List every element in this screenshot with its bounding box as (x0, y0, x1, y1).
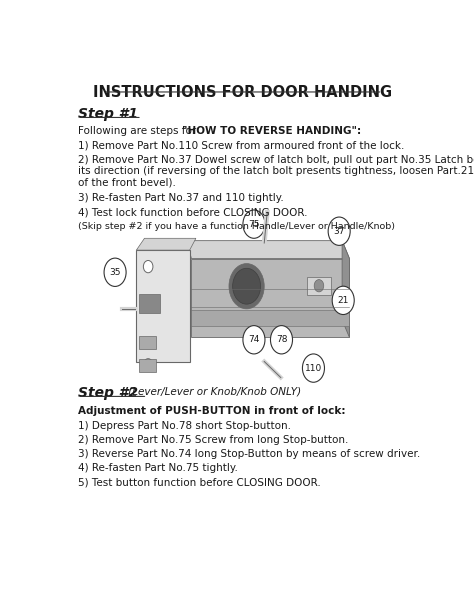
Polygon shape (191, 259, 349, 337)
Polygon shape (186, 241, 349, 259)
Polygon shape (342, 241, 349, 337)
Circle shape (143, 359, 153, 371)
Polygon shape (137, 250, 190, 362)
Polygon shape (137, 238, 196, 250)
Text: INSTRUCTIONS FOR DOOR HANDING: INSTRUCTIONS FOR DOOR HANDING (93, 85, 392, 101)
Text: 4) Re-fasten Part No.75 tightly.: 4) Re-fasten Part No.75 tightly. (78, 463, 237, 473)
Circle shape (271, 326, 292, 354)
Text: 1) Depress Part No.78 short Stop-button.: 1) Depress Part No.78 short Stop-button. (78, 421, 291, 431)
Circle shape (314, 280, 324, 292)
Text: "HOW TO REVERSE HANDING":: "HOW TO REVERSE HANDING": (182, 126, 361, 137)
Text: 2) Remove Part No.75 Screw from long Stop-button.: 2) Remove Part No.75 Screw from long Sto… (78, 435, 348, 445)
Circle shape (143, 261, 153, 273)
Text: 78: 78 (276, 335, 287, 345)
Circle shape (328, 217, 350, 245)
Text: 35: 35 (109, 268, 121, 277)
Circle shape (104, 258, 126, 286)
Text: Adjustment of PUSH-BUTTON in front of lock:: Adjustment of PUSH-BUTTON in front of lo… (78, 406, 345, 416)
Text: 74: 74 (248, 335, 260, 345)
Text: Step #2: Step #2 (78, 386, 137, 400)
Text: (Skip step #2 if you have a function Handle/Lever or Handle/Knob): (Skip step #2 if you have a function Han… (78, 222, 395, 230)
Text: (Lever/Lever or Knob/Knob ONLY): (Lever/Lever or Knob/Knob ONLY) (125, 386, 301, 396)
Circle shape (243, 210, 265, 238)
FancyBboxPatch shape (191, 310, 349, 326)
Text: Following are steps for: Following are steps for (78, 126, 199, 137)
Text: 75: 75 (248, 219, 260, 229)
FancyBboxPatch shape (138, 294, 160, 313)
Circle shape (243, 326, 265, 354)
Text: 1) Remove Part No.110 Screw from armoured front of the lock.: 1) Remove Part No.110 Screw from armoure… (78, 140, 404, 151)
FancyBboxPatch shape (138, 359, 156, 372)
Text: 5) Test button function before CLOSING DOOR.: 5) Test button function before CLOSING D… (78, 478, 320, 487)
Text: 2) Remove Part No.37 Dowel screw of latch bolt, pull out part No.35 Latch bolt a: 2) Remove Part No.37 Dowel screw of latc… (78, 154, 474, 188)
Circle shape (302, 354, 325, 383)
FancyBboxPatch shape (307, 276, 331, 295)
Circle shape (332, 286, 354, 314)
Circle shape (233, 268, 261, 304)
Text: Step #1: Step #1 (78, 107, 137, 121)
Text: 21: 21 (337, 296, 349, 305)
Text: 3) Reverse Part No.74 long Stop-Button by means of screw driver.: 3) Reverse Part No.74 long Stop-Button b… (78, 449, 420, 459)
Text: 3) Re-fasten Part No.37 and 110 tightly.: 3) Re-fasten Part No.37 and 110 tightly. (78, 194, 283, 204)
Text: 4) Test lock function before CLOSING DOOR.: 4) Test lock function before CLOSING DOO… (78, 208, 307, 218)
FancyBboxPatch shape (138, 335, 156, 349)
Text: 37: 37 (333, 227, 345, 236)
Circle shape (229, 264, 264, 309)
Text: 110: 110 (305, 364, 322, 373)
